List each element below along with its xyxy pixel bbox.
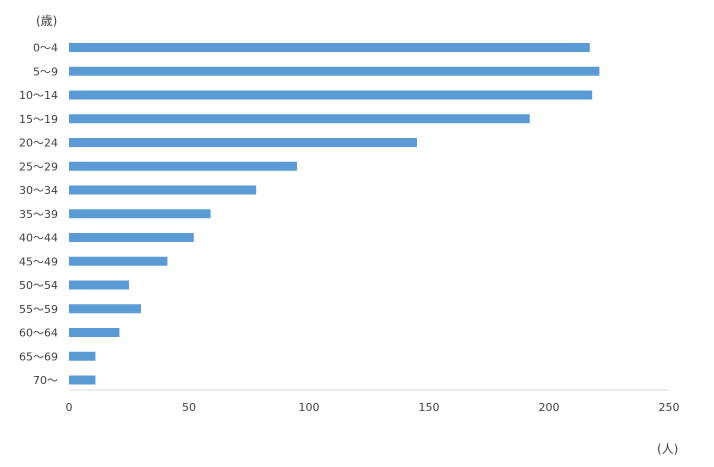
bar-8 — [69, 233, 194, 242]
x-tick-label: 250 — [659, 401, 680, 414]
x-tick-labels: 0 50 100 150 200 250 — [66, 401, 680, 414]
bar-13 — [69, 351, 96, 361]
y-tick-label: 10〜14 — [19, 89, 58, 102]
bar-7 — [69, 209, 211, 219]
bar-4 — [69, 138, 417, 147]
y-tick-label: 30〜34 — [19, 184, 58, 197]
bar-1 — [69, 66, 600, 76]
bar-group — [69, 43, 600, 385]
y-tick-label: 35〜39 — [19, 208, 58, 221]
bar-3 — [69, 114, 530, 124]
y-tick-label: 55〜59 — [19, 303, 58, 316]
bar-6 — [69, 185, 257, 195]
bar-10 — [69, 280, 129, 290]
bar-5 — [69, 161, 297, 171]
y-tick-label: 25〜29 — [19, 160, 58, 173]
y-tick-label: 20〜24 — [19, 137, 58, 150]
bar-0 — [69, 43, 590, 52]
y-axis-unit-label: (歳) — [36, 14, 57, 28]
x-tick-label: 150 — [419, 401, 440, 414]
x-tick-label: 50 — [182, 401, 196, 414]
y-tick-label: 70〜 — [33, 374, 58, 387]
x-tick-label: 200 — [539, 401, 560, 414]
x-tick-label: 100 — [299, 401, 320, 414]
bar-9 — [69, 256, 168, 266]
y-tick-label: 15〜19 — [19, 113, 58, 126]
y-tick-label: 50〜54 — [19, 279, 58, 292]
y-tick-label: 65〜69 — [19, 350, 58, 363]
x-tick-label: 0 — [66, 401, 73, 414]
y-tick-label: 40〜44 — [19, 232, 58, 245]
bar-12 — [69, 328, 120, 337]
y-tick-labels: 0〜4 5〜9 10〜14 15〜19 20〜24 25〜29 30〜34 35〜39 40〜4… — [19, 42, 58, 388]
bar-11 — [69, 304, 141, 314]
y-tick-label: 0〜4 — [33, 42, 58, 55]
bar-14 — [69, 375, 96, 385]
y-tick-label: 5〜9 — [33, 65, 58, 78]
x-axis-unit-label: (人) — [657, 442, 678, 456]
bar-2 — [69, 90, 593, 100]
y-tick-label: 45〜49 — [19, 255, 58, 268]
y-tick-label: 60〜64 — [19, 327, 58, 340]
